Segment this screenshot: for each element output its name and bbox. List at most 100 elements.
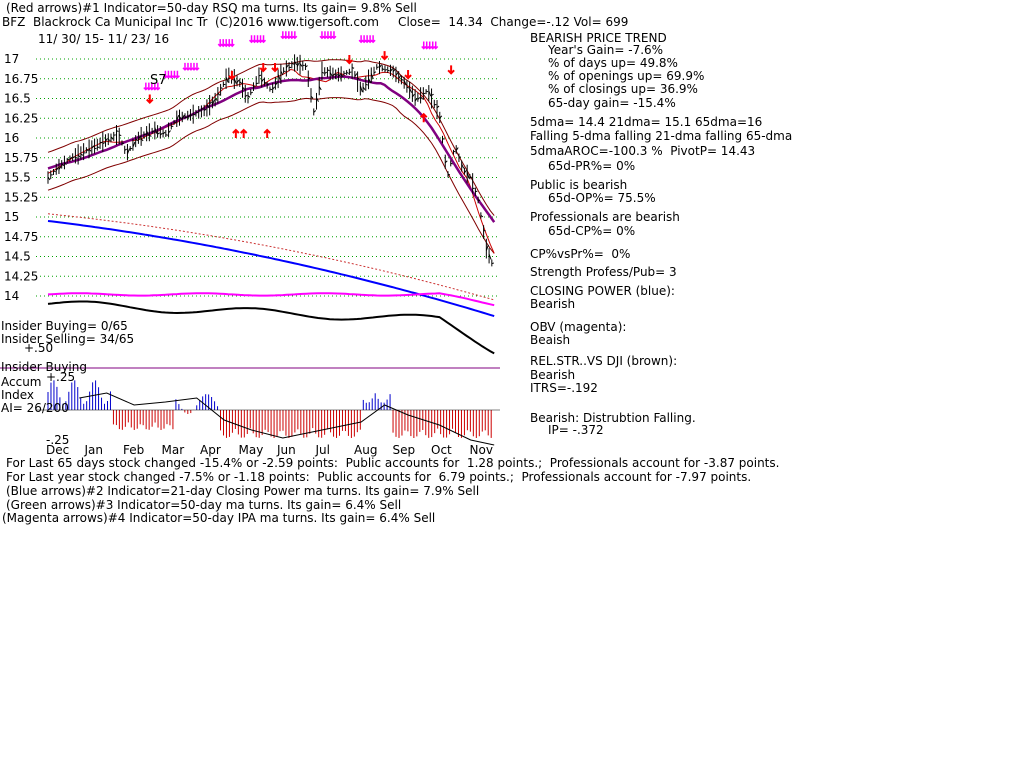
price-bar-tick: [414, 98, 418, 102]
price-bar-tick: [403, 80, 407, 86]
insider-selling: Insider Selling= 34/65: [1, 332, 135, 346]
price-bar-tick: [285, 64, 289, 69]
price-bar-tick: [179, 116, 182, 120]
red-arrow-down: [345, 55, 354, 65]
price-bar-tick: [250, 91, 253, 94]
price-bar-tick: [220, 87, 223, 89]
years-gain: Year's Gain= -7.6%: [548, 43, 664, 57]
red-arrow-down: [380, 51, 389, 61]
x-month-label: Oct: [431, 443, 452, 457]
price-bar-tick: [425, 90, 429, 93]
x-month-label: Jul: [315, 443, 330, 457]
price-bar-tick: [135, 138, 138, 142]
footer-blue-arrows: (Blue arrows)#2 Indicator=21-day Closing…: [6, 484, 480, 498]
price-bar-tick: [362, 86, 366, 91]
magenta-arrow: [331, 31, 337, 40]
red-arrow-down: [146, 94, 154, 104]
cp-pct: 65d-CP%= 0%: [548, 224, 636, 238]
price-bar-tick: [351, 67, 355, 69]
price-bar-tick: [214, 98, 218, 101]
y-tick-label: 16.75: [4, 72, 38, 86]
price-bar-tick: [124, 148, 127, 151]
price-bar-tick: [480, 215, 484, 218]
price-bar-tick: [398, 75, 402, 79]
price-bar-tick: [442, 138, 445, 140]
magenta-arrow: [155, 82, 161, 91]
price-bar-tick: [102, 142, 106, 145]
price-bar-tick: [244, 94, 248, 98]
price-bar-tick: [346, 71, 349, 74]
price-bar-tick: [192, 113, 196, 116]
gain-65day: 65-day gain= -15.4%: [548, 96, 676, 110]
scale-minus-25: -.25: [46, 433, 70, 447]
upper-band: [47, 59, 495, 216]
price-bar-tick: [264, 81, 267, 84]
red-arrow-down: [271, 62, 279, 73]
price-bar-tick: [423, 92, 426, 95]
indicator-1-caption: (Red arrows)#1 Indicator=50-day RSQ ma t…: [6, 1, 417, 15]
price-bar-tick: [373, 71, 377, 74]
lower-band: [47, 97, 495, 254]
price-bar-tick: [453, 150, 456, 153]
price-bar-tick: [318, 86, 322, 91]
closing-power-title: CLOSING POWER (blue):: [530, 284, 675, 298]
price-bar-tick: [485, 244, 489, 251]
price-bar-tick: [173, 121, 177, 124]
magenta-arrow: [260, 35, 267, 44]
y-tick-labels: 17 16.75 16.5 16.25 16 15.75 15.5 15.25 15 14.75 1…: [4, 52, 38, 303]
footer-year: For Last year stock changed -7.5% or -1.…: [6, 470, 752, 484]
relstr-title: REL.STR..VS DJI (brown):: [530, 354, 678, 368]
price-bar-tick: [206, 104, 210, 108]
price-bar-tick: [91, 145, 95, 149]
price-bar-tick: [491, 262, 494, 265]
accum-histogram: [36, 380, 500, 446]
price-bar-tick: [466, 172, 470, 179]
price-bar-tick: [162, 131, 166, 135]
price-bar-tick: [365, 83, 368, 86]
magenta-arrow: [370, 35, 376, 44]
price-bar-tick: [275, 82, 278, 86]
obv-value: Beaish: [530, 333, 571, 347]
closing-power-value: Bearish: [530, 297, 576, 311]
y-tick-label: 16: [4, 131, 19, 145]
price-bar-tick: [316, 97, 319, 102]
price-bar-tick: [55, 167, 59, 171]
price-bar-tick: [357, 77, 360, 80]
index-label: Index: [1, 388, 35, 402]
obv-line: [47, 292, 495, 307]
date-range: 11/ 30/ 15- 11/ 23/ 16: [38, 32, 170, 46]
price-bar-tick: [88, 148, 92, 152]
price-bar-tick: [146, 130, 150, 136]
price-bar-tick: [338, 73, 341, 77]
accum-ma-line: [79, 392, 495, 446]
price-bar-tick: [327, 69, 330, 72]
x-month-label: Apr: [200, 443, 221, 457]
closing-power-trend: [47, 213, 495, 301]
red-arrow-up: [232, 128, 240, 138]
y-tick-label: 15: [4, 210, 19, 224]
insider-buying: Insider Buying= 0/65: [1, 319, 128, 333]
price-bar-tick: [154, 127, 158, 134]
price-bar-tick: [299, 63, 303, 67]
price-bar-tick: [159, 132, 163, 136]
price-bar-tick: [181, 114, 185, 120]
price-bar-tick: [354, 73, 358, 77]
price-bar-tick: [247, 95, 251, 98]
x-month-label: Aug: [354, 443, 377, 457]
dma-falling: Falling 5-dma falling 21-dma falling 65-…: [530, 129, 793, 143]
x-month-label: Feb: [123, 443, 144, 457]
price-bar-tick: [239, 81, 243, 84]
price-bar-tick: [151, 130, 155, 133]
x-month-label: Nov: [470, 443, 493, 457]
ai-label: AI= 26/200: [1, 401, 69, 415]
price-bar-tick: [329, 72, 333, 77]
aroc: 5dmaAROC=-100.3 % PivotP= 14.43: [530, 144, 756, 158]
price-bar-tick: [119, 134, 122, 137]
price-bar-tick: [382, 68, 385, 71]
price-bar-tick: [85, 148, 89, 152]
price-bar-tick: [376, 66, 379, 69]
pros-title: Professionals are bearish: [530, 210, 680, 224]
scale-plus-50: +.50: [24, 341, 54, 355]
price-bar-tick: [450, 162, 453, 165]
price-bar-tick: [53, 170, 56, 173]
